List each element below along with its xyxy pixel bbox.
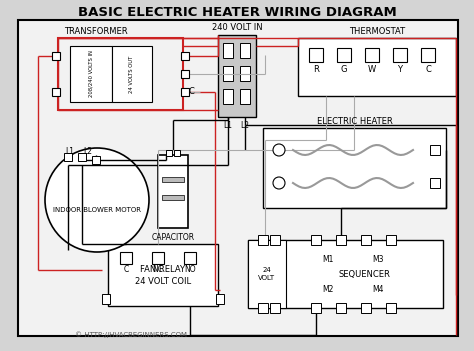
Bar	[298, 38, 456, 96]
Bar	[386, 235, 396, 245]
Bar	[174, 150, 180, 156]
Text: THERMOSTAT: THERMOSTAT	[349, 26, 405, 35]
Text: INDOOR BLOWER MOTOR: INDOOR BLOWER MOTOR	[53, 207, 141, 213]
Text: 208/240 VOLTS IN: 208/240 VOLTS IN	[89, 51, 93, 98]
Text: C: C	[188, 87, 194, 97]
Bar	[240, 43, 250, 58]
Bar	[70, 46, 112, 102]
Circle shape	[45, 148, 149, 252]
Bar	[421, 48, 435, 62]
Text: FAN RELAY: FAN RELAY	[140, 265, 185, 273]
Text: CAPACITOR: CAPACITOR	[151, 232, 194, 241]
Bar	[430, 178, 440, 188]
Bar	[270, 235, 280, 245]
Bar	[337, 48, 351, 62]
Bar	[393, 48, 407, 62]
Text: © HTTP://HVACBEGINNERS.COM: © HTTP://HVACBEGINNERS.COM	[75, 332, 187, 338]
Text: ELECTRIC HEATER: ELECTRIC HEATER	[317, 117, 392, 126]
Text: G: G	[341, 66, 347, 74]
Text: 24
VOLT: 24 VOLT	[258, 267, 275, 280]
Text: L1: L1	[224, 120, 233, 130]
Bar	[311, 235, 321, 245]
Bar	[336, 303, 346, 313]
Bar	[120, 252, 132, 264]
Bar	[223, 66, 233, 81]
Bar	[270, 303, 280, 313]
Text: SEQUENCER: SEQUENCER	[338, 270, 391, 278]
Bar	[184, 252, 196, 264]
Bar	[92, 156, 100, 164]
Circle shape	[273, 177, 285, 189]
Bar	[108, 244, 218, 306]
Text: C: C	[123, 265, 128, 274]
Text: 24 VOLTS OUT: 24 VOLTS OUT	[129, 55, 135, 93]
Bar	[181, 88, 189, 96]
Bar	[223, 43, 233, 58]
Bar	[258, 303, 268, 313]
Bar	[240, 89, 250, 104]
Bar	[166, 150, 172, 156]
Text: 24 VOLT COIL: 24 VOLT COIL	[135, 278, 191, 286]
Text: TRANSFORMER: TRANSFORMER	[64, 26, 128, 35]
Bar	[223, 89, 233, 104]
Text: L1: L1	[65, 147, 74, 157]
Bar	[258, 235, 268, 245]
Bar	[365, 48, 379, 62]
Text: L2: L2	[240, 120, 249, 130]
Bar	[361, 303, 371, 313]
Bar	[162, 177, 184, 182]
Bar	[309, 48, 323, 62]
Bar	[162, 195, 184, 200]
Text: M2: M2	[322, 285, 334, 294]
Text: W: W	[368, 66, 376, 74]
Text: M3: M3	[372, 256, 384, 265]
Bar	[248, 240, 443, 308]
Bar	[112, 46, 152, 102]
Bar	[311, 303, 321, 313]
Text: NO: NO	[184, 265, 196, 274]
Bar	[361, 235, 371, 245]
Text: Y: Y	[398, 66, 402, 74]
Bar	[248, 240, 286, 308]
Text: NC: NC	[153, 265, 164, 274]
Bar	[181, 52, 189, 60]
Bar	[152, 252, 164, 264]
Bar	[58, 38, 183, 110]
Bar	[181, 70, 189, 78]
Text: BASIC ELECTRIC HEATER WIRING DIAGRAM: BASIC ELECTRIC HEATER WIRING DIAGRAM	[78, 6, 396, 19]
Text: L2: L2	[83, 147, 92, 157]
Bar	[216, 294, 224, 304]
Bar	[386, 303, 396, 313]
Text: C: C	[425, 66, 431, 74]
Text: R: R	[313, 66, 319, 74]
Text: 240 VOLT IN: 240 VOLT IN	[212, 24, 262, 33]
Bar	[430, 145, 440, 155]
Bar	[263, 128, 446, 208]
Bar	[52, 88, 60, 96]
Bar	[64, 153, 72, 161]
Text: M4: M4	[372, 285, 384, 294]
Text: M1: M1	[322, 256, 334, 265]
Circle shape	[273, 144, 285, 156]
Bar	[78, 153, 86, 161]
Bar	[158, 155, 188, 228]
Bar	[336, 235, 346, 245]
Bar	[240, 66, 250, 81]
Bar	[102, 294, 110, 304]
Bar	[52, 52, 60, 60]
Bar	[218, 35, 256, 117]
